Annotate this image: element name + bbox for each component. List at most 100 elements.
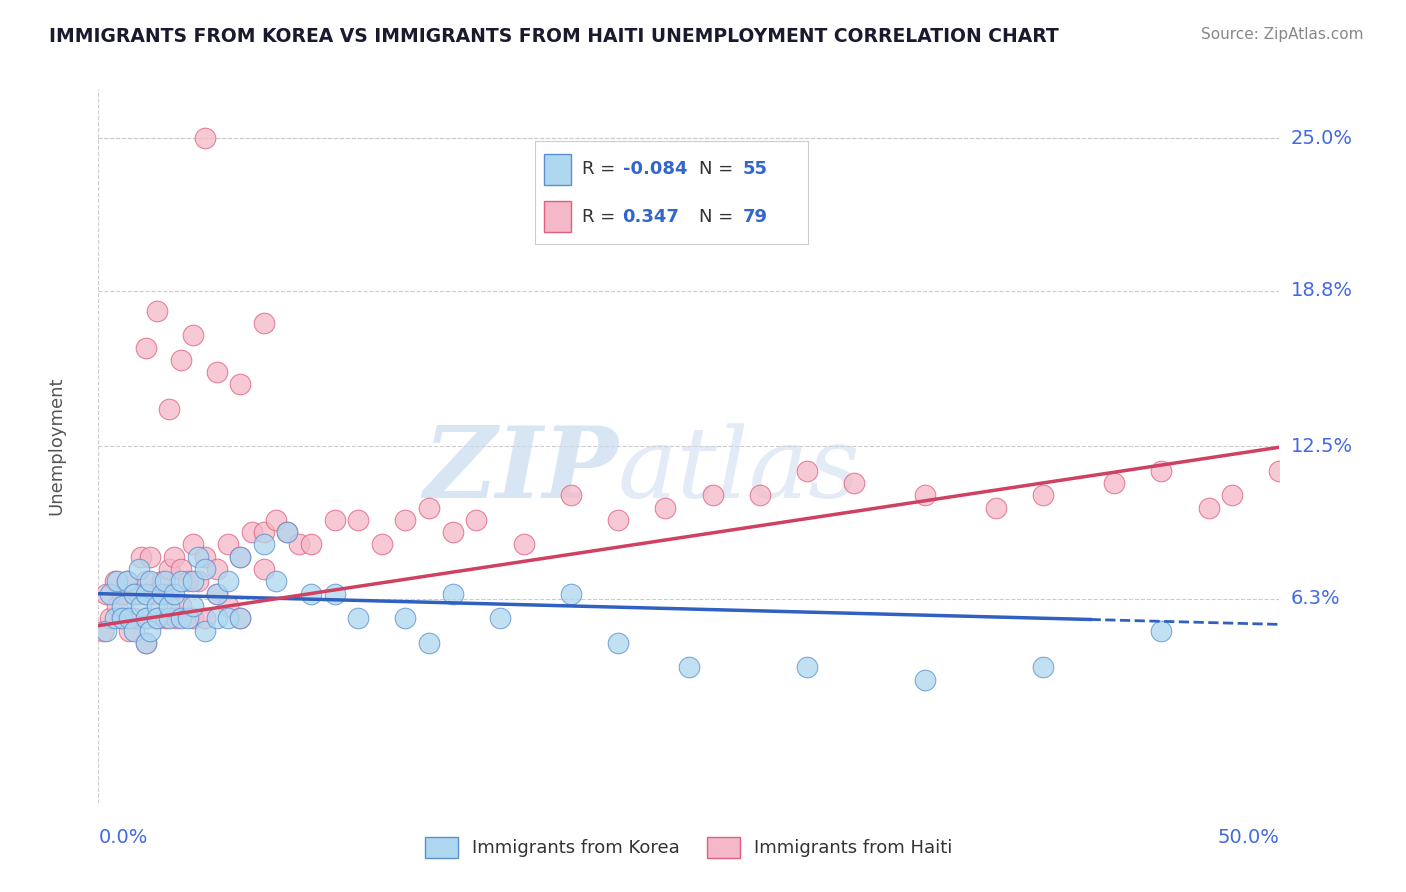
Point [157,599,180,613]
Point [253,316,276,330]
Point [194,611,217,625]
Point [104,574,127,589]
Point [1268,464,1291,478]
Point [135,636,157,650]
Point [217,611,239,625]
Text: 0.0%: 0.0% [98,828,148,847]
Point [984,500,1007,515]
Point [135,611,157,625]
Point [170,599,193,613]
Text: 50.0%: 50.0% [1218,828,1279,847]
Point [150,587,173,601]
Point [170,574,193,589]
Point [276,525,298,540]
Point [181,537,204,551]
Point [181,599,204,613]
Point [205,611,228,625]
Text: 79: 79 [742,208,768,226]
Point [1150,464,1173,478]
Point [299,537,322,551]
Text: 0.347: 0.347 [623,208,679,226]
FancyBboxPatch shape [544,153,571,185]
Point [139,574,162,589]
Point [135,611,157,625]
Point [135,587,157,601]
Text: N =: N = [699,161,738,178]
Point [163,549,186,564]
Point [323,513,346,527]
Point [181,328,204,343]
Point [654,500,676,515]
Point [299,587,322,601]
Point [91,624,114,638]
Text: IMMIGRANTS FROM KOREA VS IMMIGRANTS FROM HAITI UNEMPLOYMENT CORRELATION CHART: IMMIGRANTS FROM KOREA VS IMMIGRANTS FROM… [49,27,1059,45]
Point [253,537,276,551]
Point [181,574,204,589]
Point [796,660,818,674]
Point [122,624,145,638]
Point [129,549,152,564]
Point [122,587,145,601]
Point [678,660,700,674]
Point [146,587,169,601]
Point [217,599,239,613]
Point [418,636,440,650]
Point [153,574,176,589]
Point [560,587,582,601]
Point [135,636,157,650]
Point [229,611,252,625]
Point [748,488,770,502]
Point [165,611,187,625]
Point [170,611,193,625]
Point [129,599,152,613]
Point [1102,475,1125,490]
Point [135,341,157,355]
Point [94,624,117,638]
Text: Unemployment: Unemployment [48,376,66,516]
Point [229,377,252,392]
Point [418,500,440,515]
Point [560,488,582,502]
Point [229,549,252,564]
Point [122,611,145,625]
Point [94,587,117,601]
Point [465,513,488,527]
Text: 18.8%: 18.8% [1291,282,1353,301]
Point [115,574,138,589]
Point [157,611,180,625]
Text: 25.0%: 25.0% [1291,129,1353,148]
Point [111,611,134,625]
Text: 6.3%: 6.3% [1291,589,1340,608]
Point [194,549,217,564]
Point [914,488,936,502]
Text: R =: R = [582,208,620,226]
Point [253,562,276,576]
Text: N =: N = [699,208,738,226]
Point [276,525,298,540]
Point [371,537,394,551]
Point [157,402,180,417]
Point [229,549,252,564]
Point [157,562,180,576]
Legend: Immigrants from Korea, Immigrants from Haiti: Immigrants from Korea, Immigrants from H… [418,830,960,865]
Text: ZIP: ZIP [423,422,619,519]
Point [163,587,186,601]
Point [139,549,162,564]
Point [153,611,176,625]
Text: -0.084: -0.084 [623,161,688,178]
Point [347,611,370,625]
Point [146,611,169,625]
Point [194,624,217,638]
Point [105,599,128,613]
Point [111,611,134,625]
Point [187,549,209,564]
Point [394,513,416,527]
Point [135,574,157,589]
Point [441,587,464,601]
Point [347,513,370,527]
Text: atlas: atlas [619,423,860,518]
Point [122,587,145,601]
Point [111,599,134,613]
Point [187,574,209,589]
Point [118,611,141,625]
